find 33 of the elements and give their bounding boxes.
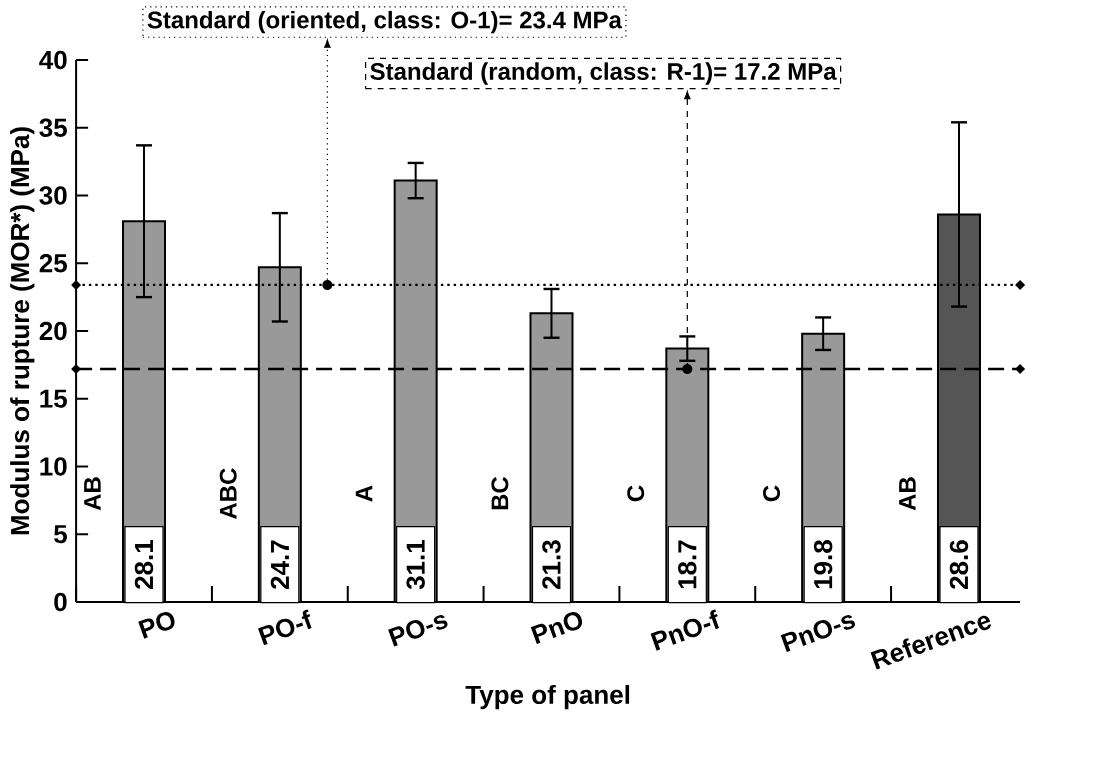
x-tick-label: PO-s bbox=[388, 615, 448, 647]
ref-line-label: Standard (oriented, class: O-1)= 23.4 MPa bbox=[147, 10, 623, 34]
annotation: AB bbox=[84, 477, 101, 511]
annotation: BC bbox=[491, 476, 509, 510]
data-label: 19.8 bbox=[813, 540, 833, 589]
ref-line-label: Standard (random, class: R-1)= 17.2 MPa bbox=[370, 62, 837, 85]
x-tick-label: PnO bbox=[530, 612, 583, 645]
annotation: A bbox=[355, 485, 373, 502]
y-tick-label: 25 bbox=[39, 254, 67, 273]
x-tick-label: PnO-s bbox=[780, 615, 856, 652]
annotation: C bbox=[763, 485, 781, 502]
y-tick-label: 20 bbox=[39, 321, 67, 341]
x-tick-label: PO bbox=[138, 612, 175, 639]
y-axis-title: Modulus of rupture (MOR*) (MPa) bbox=[10, 127, 35, 535]
annotation: AB bbox=[899, 477, 916, 511]
data-label: 24.7 bbox=[270, 540, 289, 589]
y-tick-label: 0 bbox=[54, 592, 67, 612]
data-label: 31.1 bbox=[406, 540, 425, 590]
y-tick-label: 30 bbox=[39, 186, 67, 205]
annotation: ABC bbox=[219, 468, 237, 519]
y-tick-label: 5 bbox=[54, 525, 67, 544]
x-tick-label: PnO-f bbox=[650, 609, 720, 651]
data-label: 28.1 bbox=[134, 540, 154, 589]
annotation: C bbox=[627, 485, 645, 502]
data-label: 18.7 bbox=[678, 540, 697, 589]
y-tick-label: 40 bbox=[39, 50, 67, 70]
y-tick-label: 10 bbox=[40, 457, 67, 476]
x-tick-label: PO-f bbox=[258, 609, 312, 646]
data-label: 28.6 bbox=[949, 540, 969, 589]
data-label: 21.3 bbox=[542, 540, 561, 589]
x-axis-title: Type of panel bbox=[465, 684, 630, 710]
y-tick-label: 35 bbox=[39, 118, 67, 137]
y-tick-label: 15 bbox=[40, 389, 67, 408]
